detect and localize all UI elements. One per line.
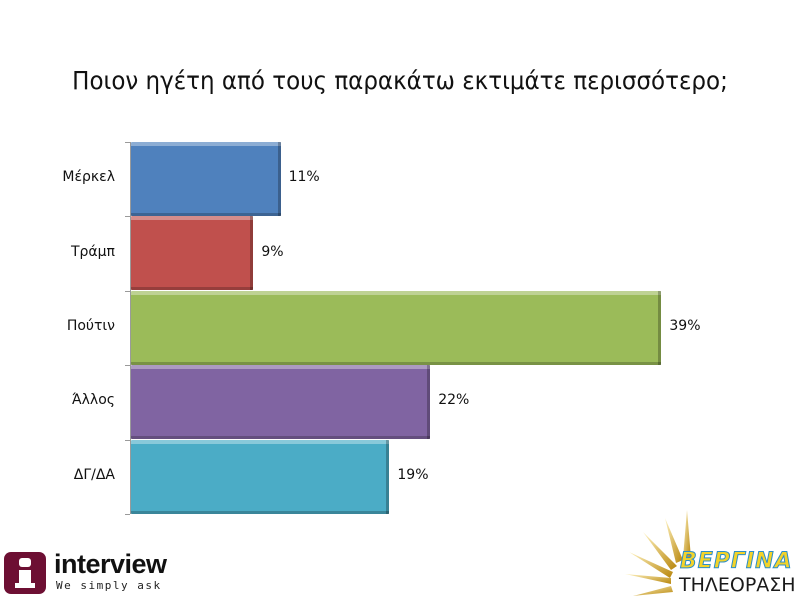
bar xyxy=(131,142,281,216)
axis-tick xyxy=(125,365,130,366)
value-label: 22% xyxy=(438,392,470,409)
bar xyxy=(131,216,254,291)
bar-row: Πούτιν 39% xyxy=(67,290,730,365)
value-label: 11% xyxy=(288,169,320,186)
info-i-icon xyxy=(4,552,46,594)
bar-row: ΔΓ/ΔΑ 19% xyxy=(74,439,730,514)
value-label: 9% xyxy=(261,243,284,260)
vergina-logo-text: ΒΕΡΓΙΝΑ xyxy=(680,549,793,575)
chart-title: Ποιον ηγέτη από τους παρακάτω εκτιμάτε π… xyxy=(72,66,728,95)
interview-logo-text: interview xyxy=(54,549,167,579)
axis-tick xyxy=(125,291,130,292)
vergina-tv-logo: ΒΕΡΓΙΝΑ ΤΗΛΕΟΡΑΣΗ xyxy=(625,508,800,600)
axis-tick xyxy=(125,514,130,515)
bar-row: Τράμπ 9% xyxy=(71,216,730,291)
category-label: Πούτιν xyxy=(66,317,115,334)
interview-tagline: We simply ask xyxy=(56,579,162,592)
interview-logo: interview We simply ask xyxy=(4,549,204,596)
vergina-sun-icon xyxy=(625,510,691,596)
axis-tick xyxy=(125,440,130,441)
bar xyxy=(131,290,662,365)
bar xyxy=(131,365,431,440)
category-label: Μέρκελ xyxy=(62,169,115,186)
category-label: Τράμπ xyxy=(70,243,115,260)
bar-row: Άλλος 22% xyxy=(72,365,730,440)
bar-row: Μέρκελ 11% xyxy=(62,142,730,216)
value-label: 19% xyxy=(397,466,429,483)
bar xyxy=(131,439,390,514)
vergina-logo-subtitle: ΤΗΛΕΟΡΑΣΗ xyxy=(679,574,796,596)
axis-tick xyxy=(125,216,130,217)
bar-chart: Μέρκελ 11% Τράμπ 9% Πούτιν 39% Άλλος 22% ΔΓ/ΔΑ 19… xyxy=(62,142,730,515)
category-label: Άλλος xyxy=(71,392,115,409)
category-axis xyxy=(130,142,131,514)
value-label: 39% xyxy=(669,317,701,334)
axis-tick xyxy=(125,142,130,143)
category-label: ΔΓ/ΔΑ xyxy=(73,466,115,483)
